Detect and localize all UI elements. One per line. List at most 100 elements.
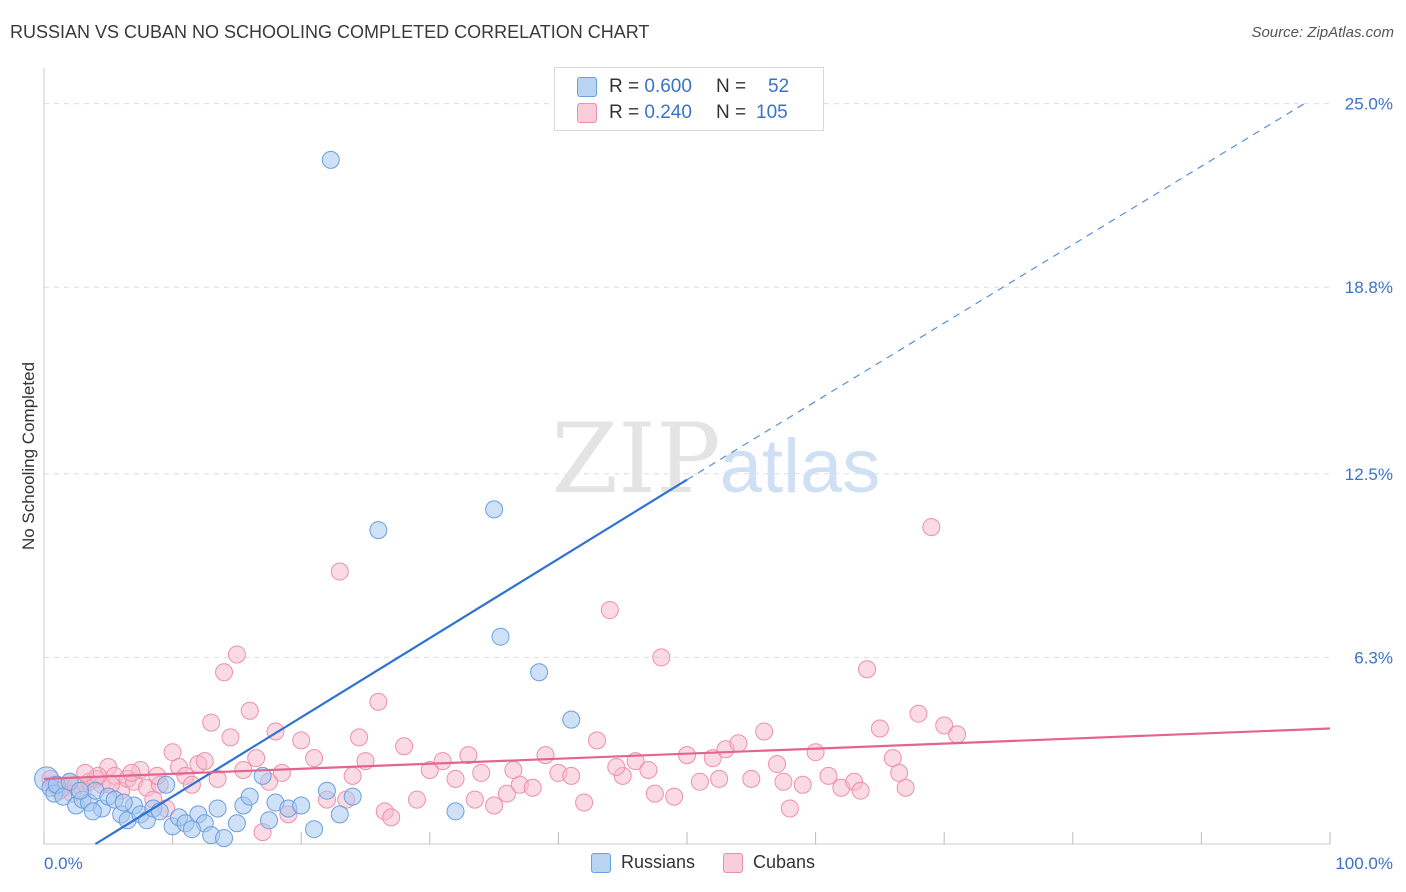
cubans-point: [607, 758, 626, 776]
y-tick-label: 25.0%: [1345, 95, 1393, 114]
russians-point: [83, 802, 102, 821]
russians-point: [71, 781, 90, 800]
legend-row-russians: R = 0.600 N = 52: [577, 75, 789, 99]
cubans-point: [459, 746, 478, 765]
source-credit: Source: ZipAtlas.com: [1251, 24, 1394, 41]
cubans-point: [935, 716, 954, 735]
trend-lines: [43, 103, 1331, 845]
tick-labels: 6.3% 12.5% 18.8% 25.0% 0.0% 100.0%: [44, 95, 1393, 873]
cubans-point: [215, 663, 234, 682]
cubans-point: [851, 781, 870, 800]
cubans-point: [202, 713, 221, 732]
cubans-point: [922, 518, 941, 537]
cubans-point: [485, 796, 504, 815]
cubans-point: [465, 790, 484, 809]
cubans-point: [446, 769, 465, 788]
cubans-point: [600, 601, 619, 620]
cubans-point: [369, 692, 388, 711]
x-tick-label: 100.0%: [1335, 854, 1393, 873]
russians-legend-swatch: [590, 852, 611, 873]
cubans-point: [330, 562, 349, 581]
y-tick-label: 6.3%: [1354, 648, 1393, 667]
russians-point: [114, 793, 133, 812]
russians-legend-label: Russians: [620, 852, 695, 872]
cubans-point: [710, 769, 729, 788]
russians-r-value: 0.600: [644, 76, 692, 97]
russians-point: [227, 814, 246, 833]
cubans-point: [497, 784, 516, 803]
cubans-n-label: N =: [715, 102, 747, 123]
cubans-point: [858, 660, 877, 679]
cubans-point: [806, 743, 825, 762]
chart-title: RUSSIAN VS CUBAN NO SCHOOLING COMPLETED …: [10, 22, 650, 42]
russians-point: [240, 787, 259, 806]
cubans-r-label: R =: [609, 102, 640, 123]
russians-point: [182, 820, 201, 839]
cubans-point: [645, 784, 664, 803]
cubans-point: [208, 769, 227, 788]
russians-n-label: N =: [715, 76, 747, 97]
russians-point: [321, 150, 340, 169]
y-tick-label: 12.5%: [1345, 465, 1393, 484]
russians-point: [54, 787, 73, 806]
cubans-point: [504, 760, 523, 779]
cubans-point: [272, 763, 291, 782]
russians-r-label: R =: [609, 76, 640, 97]
russians-point: [292, 796, 311, 815]
cubans-point: [163, 743, 182, 762]
russians-n-value: 52: [768, 76, 790, 97]
cubans-point: [76, 763, 95, 782]
cubans-point: [729, 734, 748, 753]
russians-point: [260, 811, 279, 830]
cubans-legend-swatch: [722, 852, 743, 873]
series-legend: Russians Cubans: [0, 852, 1406, 873]
russians-point: [253, 766, 272, 785]
correlation-legend: R = 0.600 N = 52 R = 0.240 N = 105: [554, 67, 824, 131]
cubans-point: [562, 766, 581, 785]
cubans-point: [195, 752, 214, 771]
legend-item-cubans[interactable]: Cubans: [722, 852, 816, 873]
russians-point: [369, 521, 388, 540]
russians-point: [317, 781, 336, 800]
cubans-point: [433, 752, 452, 771]
y-tick-label: 18.8%: [1345, 278, 1393, 297]
russians-point: [330, 805, 349, 824]
russians-point: [491, 627, 510, 646]
cubans-point: [122, 763, 141, 782]
cubans-point: [652, 648, 671, 667]
cubans-point: [883, 749, 902, 768]
cubans-point: [240, 701, 259, 720]
cubans-legend-label: Cubans: [752, 852, 816, 872]
russians-trend-extension: [686, 103, 1305, 481]
russians-point: [343, 787, 362, 806]
russians-point: [485, 500, 504, 519]
cubans-n-value: 105: [756, 102, 788, 123]
cubans-point: [774, 772, 793, 791]
cubans-point: [870, 719, 889, 738]
cubans-point: [690, 772, 709, 791]
legend-row-cubans: R = 0.240 N = 105: [577, 101, 788, 125]
cubans-r-value: 0.240: [644, 102, 692, 123]
cubans-point: [407, 790, 426, 809]
cubans-point: [742, 769, 761, 788]
russians-point: [530, 663, 549, 682]
watermark: ZIP atlas: [551, 403, 880, 515]
watermark-zip: ZIP: [551, 403, 720, 515]
cubans-point: [247, 749, 266, 768]
russians-point: [208, 799, 227, 818]
cubans-point: [890, 763, 909, 782]
cubans-point: [948, 725, 967, 744]
cubans-point: [292, 731, 311, 750]
cubans-point: [382, 808, 401, 827]
russians-point: [305, 820, 324, 839]
cubans-point: [221, 728, 240, 747]
cubans-point: [780, 799, 799, 818]
russians-swatch: [577, 77, 597, 97]
cubans-point: [896, 778, 915, 797]
x-tick-label: 0.0%: [44, 854, 83, 873]
cubans-point: [587, 731, 606, 750]
legend-item-russians[interactable]: Russians: [590, 852, 695, 873]
russians-point: [215, 829, 234, 848]
cubans-point: [639, 760, 658, 779]
